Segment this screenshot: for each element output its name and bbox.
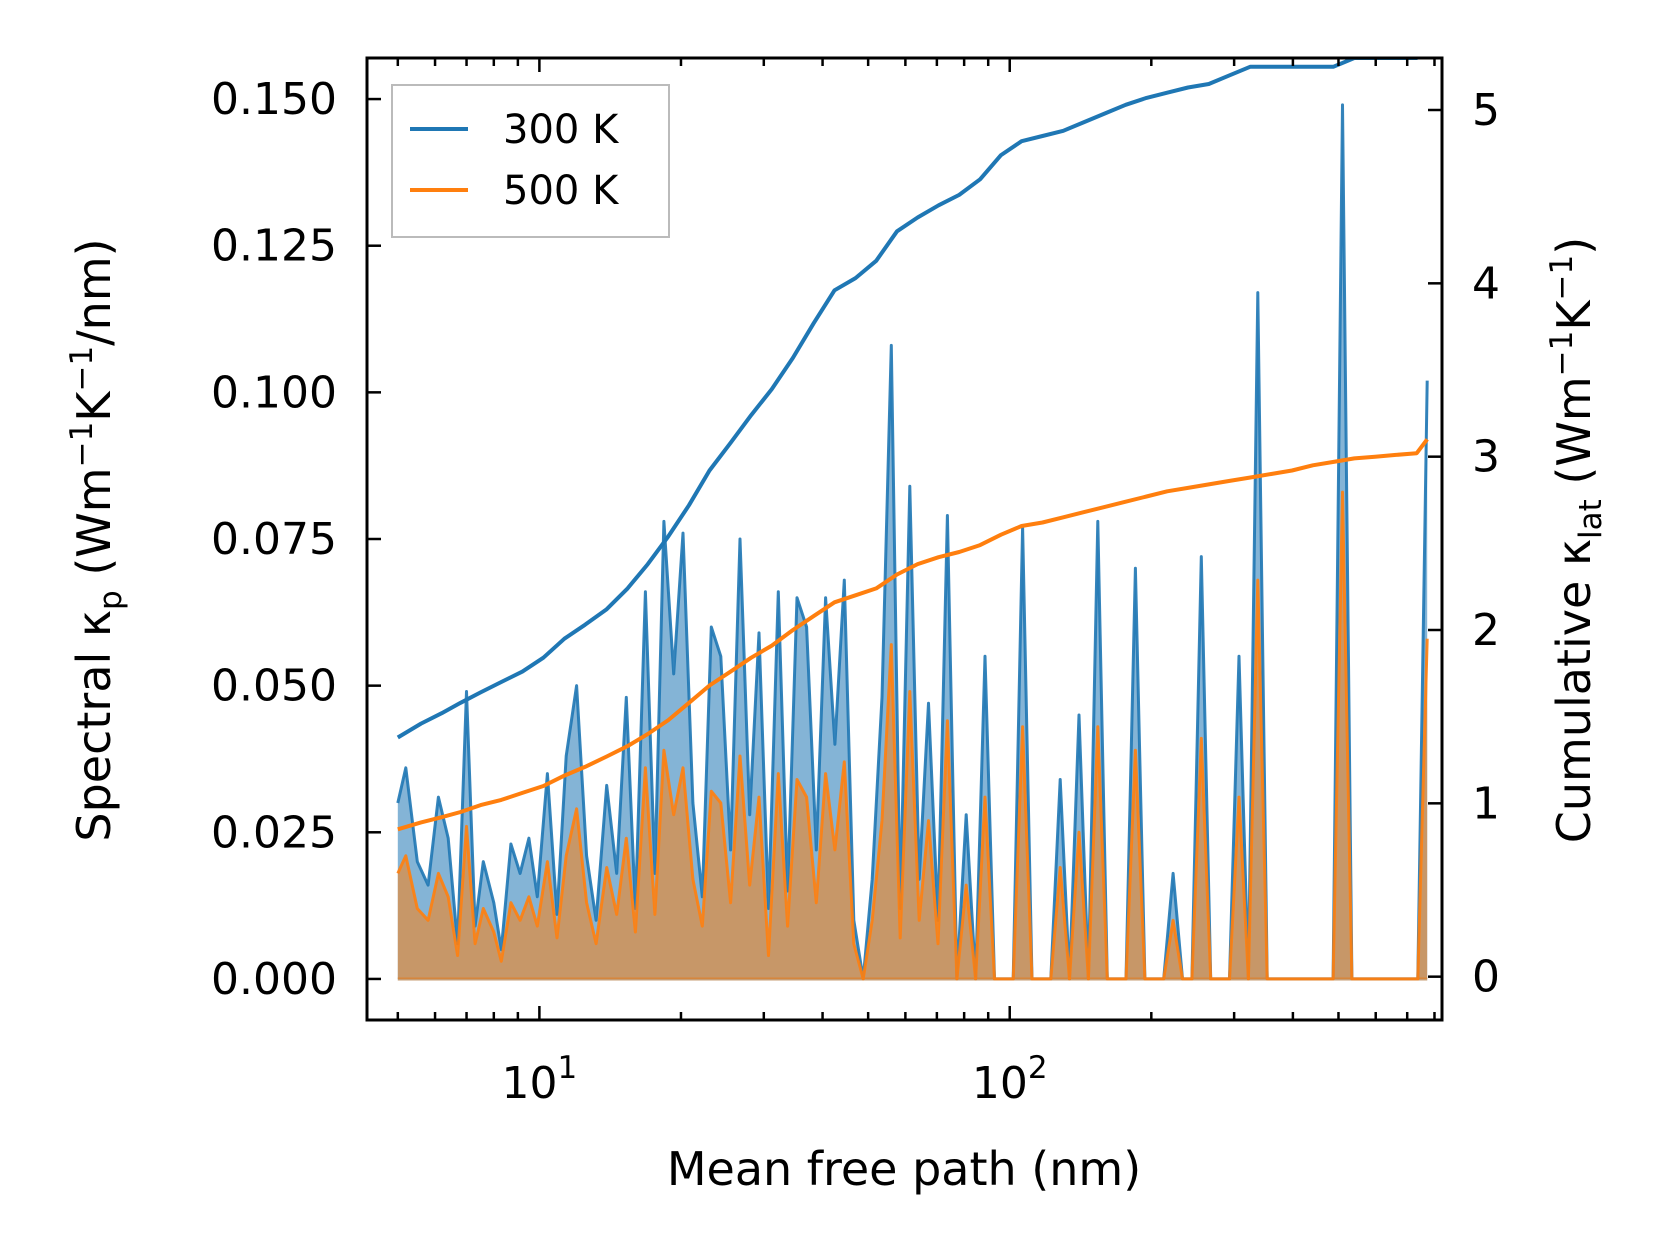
plot-frame	[365, 56, 1444, 1022]
y-left-tick-label: 0.100	[211, 367, 337, 418]
y-left-tick-label: 0.050	[211, 661, 337, 712]
spectral-line-300k	[396, 103, 1429, 981]
y-right-tick-label: 3	[1472, 432, 1500, 483]
y-left-tick-label: 0.150	[211, 74, 337, 125]
y-right-tick-label: 4	[1472, 258, 1500, 309]
spectral-line-500k	[396, 490, 1429, 981]
y-right-tick-label: 0	[1472, 952, 1500, 1003]
y-right-axis-title: Cumulative κlat (Wm−1K−1)	[1544, 237, 1609, 843]
legend-label-300k: 300 K	[503, 107, 620, 153]
y-right-tick-label: 1	[1472, 778, 1500, 829]
y-left-axis-title: Spectral κp (Wm−1K−1/nm)	[64, 238, 129, 841]
y-left-tick-label: 0.075	[211, 514, 337, 565]
y-right-tick-label: 2	[1472, 605, 1500, 656]
series-lines	[396, 58, 1429, 832]
legend: 300 K 500 K	[391, 84, 670, 238]
spectral-area-500k	[397, 492, 1428, 979]
x-tick-label: 101	[502, 1050, 578, 1109]
legend-label-500k: 500 K	[503, 168, 620, 214]
y-left-tick-label: 0.025	[211, 807, 337, 858]
x-tick-label: 102	[972, 1050, 1048, 1109]
y-right-tick-label: 5	[1472, 85, 1500, 136]
cumulative-line-500k	[397, 438, 1429, 832]
y-left-tick-label: 0.000	[211, 954, 337, 1005]
y-left-tick-label: 0.125	[211, 221, 337, 272]
cumulative-line-300k	[396, 58, 1420, 740]
spectral-fills	[396, 103, 1429, 981]
x-axis-title: Mean free path (nm)	[667, 1142, 1141, 1196]
legend-box	[391, 84, 670, 238]
